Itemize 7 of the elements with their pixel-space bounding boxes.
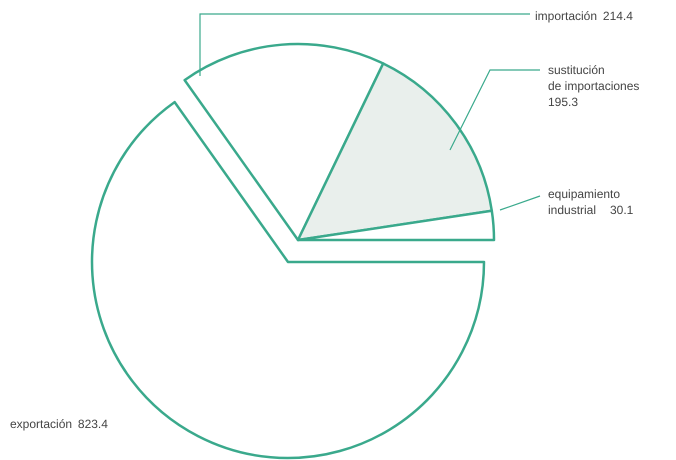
slice-label: exportación (10, 417, 72, 431)
data-label: 214.4 (602, 9, 634, 23)
slice-label: importación (535, 9, 598, 23)
data-label: 823.4 (78, 417, 108, 431)
data-label: 195.3 (548, 95, 578, 109)
data-label: 30.1 (610, 203, 634, 217)
slice-label: sustitución de importaciones (548, 63, 640, 93)
